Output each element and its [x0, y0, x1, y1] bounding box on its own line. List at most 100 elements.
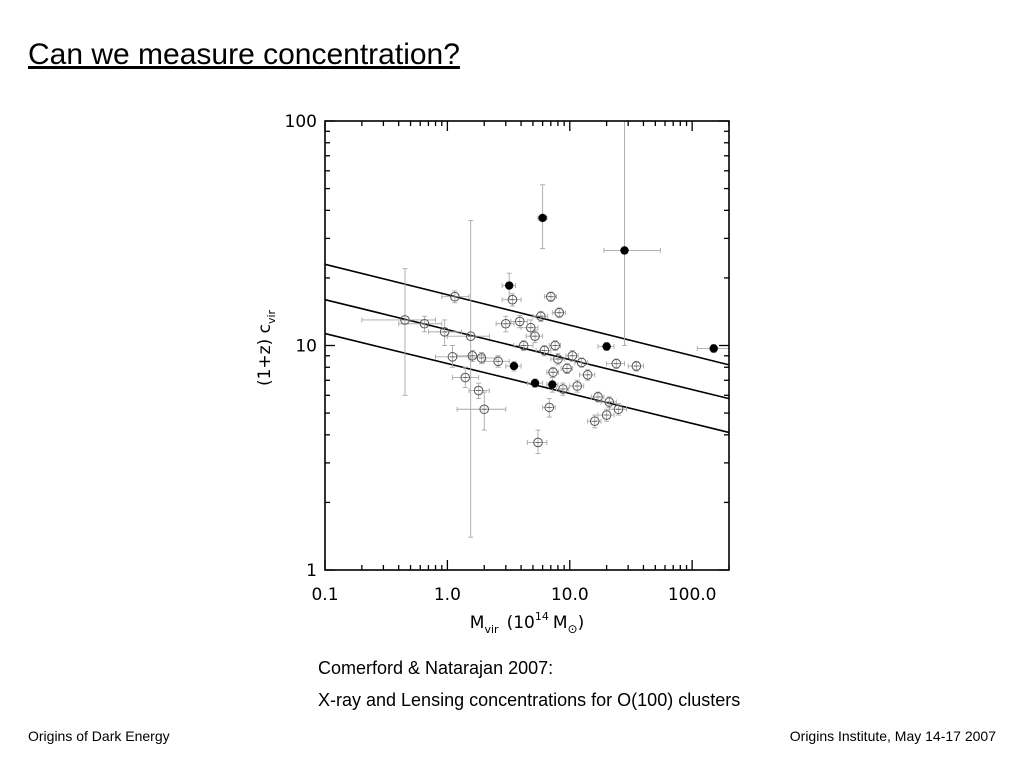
open-marker-ring	[553, 354, 563, 364]
open-data-point	[539, 345, 550, 356]
open-data-point	[548, 367, 558, 378]
open-data-point	[593, 392, 603, 402]
footer-left: Origins of Dark Energy	[28, 728, 170, 744]
open-marker-ring	[500, 318, 511, 329]
open-data-point	[601, 410, 612, 420]
open-marker-ring	[613, 404, 624, 415]
data-points	[400, 213, 718, 448]
open-marker-ring	[572, 381, 583, 391]
open-marker-ring	[479, 404, 490, 415]
open-data-point	[518, 340, 529, 351]
caption-citation: Comerford & Natarajan 2007:	[318, 658, 554, 678]
y-tick-label: 1	[306, 561, 317, 581]
open-data-point	[533, 437, 543, 448]
open-data-point	[613, 404, 624, 415]
open-marker-ring	[525, 322, 536, 333]
open-marker-ring	[465, 331, 476, 342]
error-bars	[361, 120, 730, 538]
open-data-point	[554, 307, 565, 318]
open-marker-ring	[550, 340, 560, 351]
open-marker-ring	[507, 294, 518, 305]
filled-data-point	[709, 344, 718, 353]
y-tick-label: 10	[295, 337, 317, 357]
open-marker-ring	[467, 350, 478, 361]
x-tick-label: 0.1	[311, 585, 338, 605]
open-marker-ring	[460, 372, 471, 383]
open-data-point	[536, 311, 546, 322]
y-tick-label: 100	[285, 112, 317, 132]
open-data-point	[419, 318, 430, 329]
open-data-point	[631, 361, 642, 371]
open-data-point	[589, 416, 600, 427]
open-marker-ring	[593, 392, 603, 402]
open-data-point	[465, 331, 476, 342]
axis-ticks	[324, 120, 730, 571]
open-marker-ring	[548, 367, 558, 378]
slide-title: Can we measure concentration?	[28, 38, 460, 71]
footer-right: Origins Institute, May 14-17 2007	[789, 728, 996, 744]
x-axis-label: Mvir (1014 M⊙)	[470, 610, 584, 636]
open-marker-ring	[558, 384, 568, 394]
open-data-point	[450, 291, 460, 302]
open-marker-ring	[536, 311, 546, 322]
filled-data-point	[548, 380, 557, 389]
open-marker-ring	[476, 353, 487, 363]
filled-data-point	[538, 213, 547, 223]
open-data-point	[567, 350, 578, 361]
open-marker-ring	[546, 291, 556, 302]
caption-description: X-ray and Lensing concentrations for O(1…	[318, 690, 741, 710]
open-marker-ring	[554, 307, 565, 318]
open-marker-ring	[544, 402, 555, 413]
tick-labels: 0.1 1.0 10.0 100.0 1 10 100	[285, 112, 717, 605]
open-data-point	[582, 370, 593, 380]
open-marker-ring	[518, 340, 529, 351]
open-data-point	[546, 291, 556, 302]
open-marker-ring	[582, 370, 593, 380]
open-data-point	[604, 397, 615, 407]
open-data-point	[611, 358, 622, 369]
filled-data-point	[530, 378, 540, 388]
x-tick-label: 1.0	[434, 585, 461, 605]
open-marker-ring	[493, 356, 503, 367]
open-data-point	[473, 385, 484, 396]
open-data-point	[525, 322, 536, 333]
open-data-point	[400, 315, 410, 325]
open-data-point	[558, 384, 568, 394]
open-marker-ring	[631, 361, 642, 371]
open-marker-ring	[567, 350, 578, 361]
open-data-point	[500, 318, 511, 329]
open-data-point	[544, 402, 555, 413]
open-data-point	[447, 352, 458, 362]
open-data-point	[550, 340, 560, 351]
open-data-point	[562, 363, 572, 374]
open-marker-ring	[589, 416, 600, 427]
open-marker-ring	[450, 291, 460, 302]
open-marker-ring	[604, 397, 615, 407]
open-data-point	[553, 354, 563, 364]
model-line-1	[324, 263, 730, 366]
open-data-point	[467, 350, 478, 361]
open-data-point	[439, 327, 450, 337]
open-data-point	[479, 404, 490, 415]
open-marker-ring	[539, 345, 550, 356]
open-data-point	[572, 381, 583, 391]
filled-data-point	[620, 246, 629, 255]
open-data-point	[530, 331, 540, 342]
filled-data-point	[509, 361, 519, 371]
open-marker-ring	[562, 363, 572, 374]
open-marker-ring	[447, 352, 458, 362]
open-marker-ring	[530, 331, 540, 342]
open-marker-ring	[419, 318, 430, 329]
filled-data-point	[505, 281, 514, 290]
open-data-point	[514, 316, 525, 327]
open-marker-ring	[473, 385, 484, 396]
y-axis-label: (1+z) cvir	[255, 309, 278, 386]
x-tick-label: 10.0	[551, 585, 589, 605]
open-data-point	[493, 356, 503, 367]
open-data-point	[460, 372, 471, 383]
open-marker-ring	[514, 316, 525, 327]
open-marker-ring	[400, 315, 410, 325]
open-data-point	[576, 357, 587, 368]
filled-data-point	[602, 342, 611, 351]
open-marker-ring	[576, 357, 587, 368]
